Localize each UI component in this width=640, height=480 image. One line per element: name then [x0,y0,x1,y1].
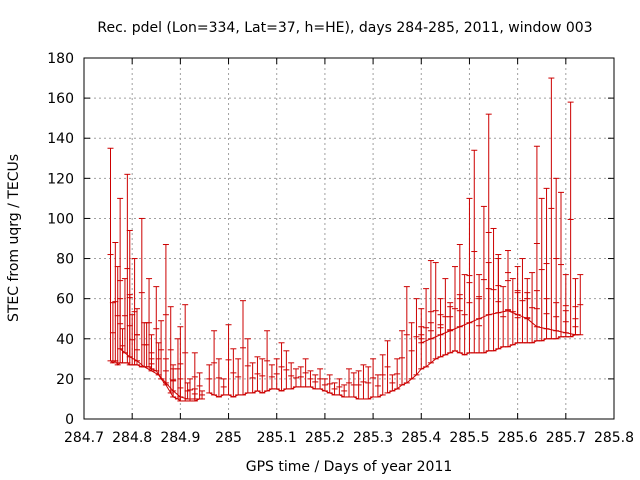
x-tick-label: 285.6 [498,430,538,446]
y-tick-label: 140 [47,131,74,147]
series-baseline [119,348,203,400]
y-tick-label: 0 [65,412,74,428]
x-tick-label: 285.3 [353,430,393,446]
chart-title: Rec. pdel (Lon=334, Lat=37, h=HE), days … [97,20,592,36]
y-tick-label: 80 [56,252,74,268]
y-tick-label: 180 [47,51,74,67]
x-tick-label: 285.5 [449,430,489,446]
error-bar-series [384,77,584,394]
y-tick-label: 120 [47,171,74,187]
tick-layer: 284.7 284.8 284.9 285 285.1 285.2 285.3 285.4 28… [47,51,634,446]
x-tick-label: 285.8 [594,430,634,446]
error-bar-series [206,300,386,400]
grid-layer [84,58,614,419]
error-bar-series [107,147,203,402]
x-tick-label: 285.1 [257,430,297,446]
x-tick-label: 285.2 [305,430,345,446]
x-tick-label: 284.9 [160,430,200,446]
error-bar-series [418,250,579,344]
y-tick-label: 60 [56,292,74,308]
x-tick-label: 285.7 [546,430,586,446]
plot-frame [83,57,615,420]
x-axis-label: GPS time / Days of year 2011 [246,459,453,475]
y-tick-label: 20 [56,372,74,388]
series-baseline [110,360,200,402]
x-tick-label: 285.4 [401,430,441,446]
y-axis-label: STEC from uqrg / TECUs [6,154,22,322]
y-tick-label: 160 [47,91,74,107]
y-tick-label: 40 [56,332,74,348]
data-layer [107,77,584,402]
x-tick-label: 284.7 [64,430,104,446]
series-baseline [421,310,576,344]
error-bar-series [117,278,206,400]
y-tick-label: 100 [47,211,74,227]
series-baseline [387,334,581,394]
x-tick-label: 285 [215,430,242,446]
x-tick-label: 284.8 [112,430,152,446]
series-baseline [209,386,383,400]
